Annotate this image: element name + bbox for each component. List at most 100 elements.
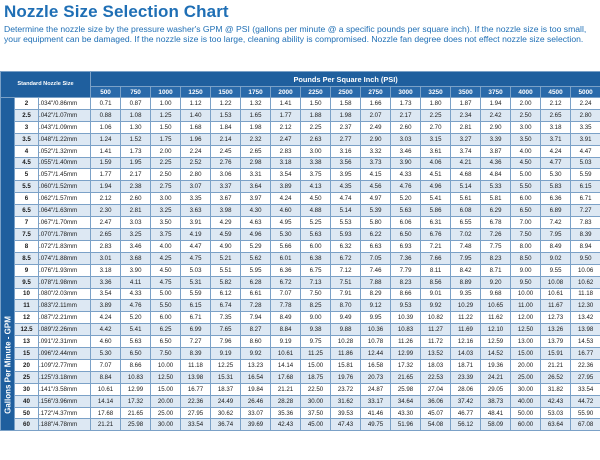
gpm-value-cell: 3.18 — [270, 156, 302, 170]
gpm-value-cell: 1.98 — [240, 120, 272, 134]
gpm-value-cell: 4.76 — [390, 180, 422, 194]
gpm-value-cell: 6.99 — [180, 323, 212, 337]
gpm-value-cell: 2.60 — [120, 192, 152, 206]
gpm-value-cell: 2.98 — [240, 156, 272, 170]
gpm-value-cell: 2.80 — [570, 108, 600, 122]
gpm-value-cell: 5.86 — [420, 204, 452, 218]
gpm-value-cell: 8.66 — [390, 287, 422, 301]
psi-column-header: 4000 — [510, 86, 542, 98]
psi-values-row: 500 750 1000 1250 1500 1750 2000 2250 2500 2750 30… — [1, 86, 600, 98]
gpm-value-cell: 8.29 — [360, 287, 392, 301]
gpm-value-cell: 5.82 — [210, 275, 242, 289]
gpm-value-cell: 10.00 — [510, 287, 542, 301]
gpm-value-cell: 4.95 — [270, 216, 302, 229]
table-row: 12.087"/2.21mm 4.24 5.20 6.00 6.71 7.35 7.94 8.… — [1, 311, 600, 325]
gpm-value-cell: 5.14 — [330, 204, 362, 218]
gpm-value-cell: 14.52 — [480, 347, 512, 360]
gpm-value-cell: 4.19 — [180, 227, 212, 241]
gpm-value-cell: 46.77 — [450, 406, 482, 420]
psi-column-header: 3750 — [480, 86, 512, 98]
gpm-value-cell: 4.42 — [90, 323, 122, 337]
gpm-value-cell: 2.50 — [510, 108, 542, 122]
table-row: 7.067"/1.70mm 2.47 3.03 3.50 3.91 4.29 4.63 4.9… — [1, 216, 600, 229]
gpm-value-cell: 3.91 — [180, 216, 212, 229]
gpm-value-cell: 6.76 — [420, 227, 452, 241]
orifice-cell: .055"/1.40mm — [37, 156, 92, 170]
gpm-value-cell: 6.22 — [360, 227, 392, 241]
gpm-value-cell: 0.87 — [120, 97, 152, 110]
orifice-cell: .087"/2.21mm — [37, 311, 92, 325]
gpm-value-cell: 1.77 — [270, 108, 302, 122]
gpm-value-cell: 5.50 — [150, 299, 182, 313]
gpm-value-cell: 2.07 — [360, 108, 392, 122]
gpm-value-cell: 2.32 — [240, 132, 272, 146]
gpm-value-cell: 5.00 — [150, 287, 182, 301]
gpm-value-cell: 17.32 — [120, 394, 152, 408]
gpm-value-cell: 39.69 — [240, 418, 272, 432]
orifice-cell: .109"/2.77mm — [37, 358, 92, 372]
gpm-value-cell: 3.67 — [210, 192, 242, 206]
gpm-value-cell: 3.54 — [270, 168, 302, 182]
gpm-value-cell: 4.24 — [540, 144, 572, 158]
gpm-value-cell: 6.55 — [450, 216, 482, 229]
gpm-value-cell: 12.50 — [150, 370, 182, 384]
gpm-value-cell: 15.81 — [330, 358, 362, 372]
gpm-value-cell: 3.68 — [120, 251, 152, 265]
gpm-value-cell: 20.00 — [510, 358, 542, 372]
gpm-value-cell: 3.25 — [150, 204, 182, 218]
gpm-value-cell: 2.00 — [150, 144, 182, 158]
nozzle-size-cell: 25 — [14, 370, 39, 384]
table-row: 9.076"/1.93mm 3.18 3.90 4.50 5.03 5.51 5.95 6.3… — [1, 263, 600, 277]
orifice-cell: .172"/4.37mm — [37, 406, 92, 420]
gpm-value-cell: 9.01 — [420, 287, 452, 301]
gpm-value-cell: 9.38 — [300, 323, 332, 337]
gpm-value-cell: 11.72 — [420, 335, 452, 349]
gpm-value-cell: 1.94 — [90, 180, 122, 194]
gpm-value-cell: 1.59 — [90, 156, 122, 170]
gpm-value-cell: 6.06 — [390, 216, 422, 229]
gpm-value-cell: 38.73 — [480, 394, 512, 408]
nozzle-size-cell: 2 — [14, 97, 39, 110]
gpm-value-cell: 5.95 — [240, 263, 272, 277]
gpm-value-cell: 8.23 — [390, 275, 422, 289]
gpm-value-cell: 14.53 — [570, 335, 600, 349]
gpm-value-cell: 3.03 — [390, 132, 422, 146]
gpm-value-cell: 4.33 — [390, 168, 422, 182]
gpm-value-cell: 8.25 — [300, 299, 332, 313]
gpm-value-cell: 10.83 — [120, 370, 152, 384]
gpm-value-cell: 4.84 — [480, 168, 512, 182]
orifice-cell: .091"/2.31mm — [37, 335, 92, 349]
gpm-value-cell: 3.74 — [450, 144, 482, 158]
gpm-value-cell: 9.92 — [240, 347, 272, 360]
gpm-value-cell: 7.27 — [570, 204, 600, 218]
gpm-value-cell: 3.00 — [150, 192, 182, 206]
gpm-value-cell: 10.83 — [390, 323, 422, 337]
gpm-value-cell: 7.12 — [330, 263, 362, 277]
gpm-value-cell: 2.90 — [360, 132, 392, 146]
table-row: 50.172"/4.37mm 17.68 21.65 25.00 27.95 30.62 3… — [1, 406, 600, 420]
gpm-value-cell: 20.00 — [150, 394, 182, 408]
gpm-value-cell: 4.50 — [510, 156, 542, 170]
gpm-value-cell: 2.12 — [540, 97, 572, 110]
gpm-value-cell: 3.89 — [90, 299, 122, 313]
nozzle-size-cell: 3 — [14, 120, 39, 134]
gpm-value-cell: 18.03 — [420, 358, 452, 372]
gpm-value-cell: 2.90 — [480, 120, 512, 134]
gpm-value-cell: 3.90 — [120, 263, 152, 277]
gpm-value-cell: 7.36 — [390, 251, 422, 265]
gpm-value-cell: 3.35 — [180, 192, 212, 206]
gpm-value-cell: 10.61 — [270, 347, 302, 360]
gpm-value-cell: 1.73 — [390, 97, 422, 110]
gpm-value-cell: 2.17 — [120, 168, 152, 182]
table-row: 12.5.089"/2.26mm 4.42 5.41 6.25 6.99 7.65 8.27… — [1, 323, 600, 337]
gpm-value-cell: 17.68 — [90, 406, 122, 420]
gpm-value-cell: 12.44 — [360, 347, 392, 360]
gpm-value-cell: 5.63 — [300, 227, 332, 241]
gpm-value-cell: 7.88 — [360, 275, 392, 289]
gpm-value-cell: 2.25 — [300, 120, 332, 134]
gpm-value-cell: 5.29 — [240, 239, 272, 253]
gpm-value-cell: 1.98 — [330, 108, 362, 122]
gpm-value-cell: 24.49 — [210, 394, 242, 408]
gpm-value-cell: 6.50 — [390, 227, 422, 241]
orifice-cell: .048"/1.22mm — [37, 132, 92, 146]
